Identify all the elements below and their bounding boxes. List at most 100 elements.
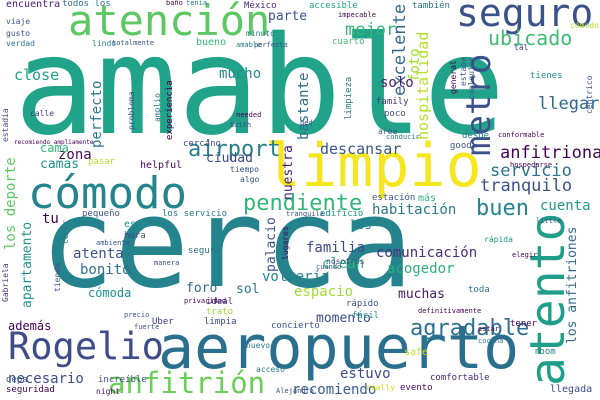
word-pasar: pasar xyxy=(88,157,116,167)
word-palacio: palacio xyxy=(264,217,279,272)
word-mas: más xyxy=(418,193,437,204)
word-bueno: bueno xyxy=(196,37,227,48)
word-tu: tu xyxy=(42,211,59,227)
word-bed: bed xyxy=(300,119,313,127)
word-night: night xyxy=(96,387,121,396)
word-room: room xyxy=(534,347,556,357)
word-cercano: cercano xyxy=(183,139,221,149)
word-bastante: bastante xyxy=(296,72,312,140)
word-acogedor: acogedor xyxy=(387,261,455,277)
word-comer: comer xyxy=(61,219,70,244)
word-comunicacion: comunicación xyxy=(376,245,478,261)
word-tranquilo: tranquilo xyxy=(480,176,573,196)
word-safe: safe xyxy=(404,347,429,358)
word-tienes: tienes xyxy=(530,71,563,81)
word-tenia: tenía xyxy=(186,0,208,7)
word-estadia: estadía xyxy=(1,108,10,142)
word-amable-small: amable xyxy=(236,41,262,49)
word-comfortable: comfortable xyxy=(430,373,490,383)
word-tiempo: tiempo xyxy=(230,165,259,174)
word-family: family xyxy=(376,97,409,107)
word-aeropuerto: aeropuerto xyxy=(158,313,520,383)
word-really: really xyxy=(366,383,395,392)
word-airport: airport xyxy=(188,137,281,162)
word-este: este xyxy=(124,219,149,230)
word-volveria: volvería xyxy=(262,269,330,285)
word-ubicado: ubicado xyxy=(488,26,573,50)
word-good: good xyxy=(450,141,472,151)
word-impecable: impecable xyxy=(338,11,376,19)
word-centrico: céntrico xyxy=(585,75,594,114)
word-general: general xyxy=(449,60,458,94)
word-precio: precio xyxy=(124,311,150,319)
word-accesible: accesible xyxy=(309,1,358,11)
word-buen: buen xyxy=(476,196,529,221)
word-conformable: conformable xyxy=(498,131,545,139)
word-nuestra: nuestra xyxy=(281,145,296,200)
word-limpio: limpio xyxy=(265,131,482,201)
word-anfitriona: anfitriona xyxy=(500,143,600,163)
word-mejor: mejor xyxy=(345,20,397,40)
word-limpieza: limpieza xyxy=(344,76,354,120)
word-encuentra: encuentra xyxy=(6,0,61,10)
word-parte: parte xyxy=(268,9,308,24)
word-helpful: helpful xyxy=(140,160,183,171)
word-perfecta: perfecta xyxy=(254,41,288,49)
word-cuarto: cuarto xyxy=(332,37,365,47)
word-cerca: cerca xyxy=(40,172,414,316)
word-cuando: cuándo xyxy=(316,263,342,271)
word-tal: tal xyxy=(514,43,529,52)
word-manera: manera xyxy=(154,259,180,267)
word-close: close xyxy=(14,66,60,84)
word-toda: toda xyxy=(468,285,490,295)
word-nosotros: nosotros xyxy=(326,257,365,266)
word-muchas: muchas xyxy=(398,287,445,302)
word-little: little xyxy=(536,217,562,225)
word-tranquila: tranquila xyxy=(286,210,324,218)
word-hospitalidad: hospitalidad xyxy=(414,31,432,140)
word-totalmente: totalmente xyxy=(112,39,155,47)
word-tener: tener xyxy=(510,319,538,329)
word-seguridad: seguridad xyxy=(6,385,55,395)
word-calle: calle xyxy=(30,109,55,118)
word-privacidad: privacidad xyxy=(184,297,227,305)
word-trato: trato xyxy=(206,307,234,317)
word-familia: familia xyxy=(306,240,366,256)
word-tambien: también xyxy=(412,1,450,11)
word-solo: solo xyxy=(380,75,414,91)
word-camas: camas xyxy=(40,157,80,172)
word-concierto: concierto xyxy=(271,321,320,331)
word-anfitrion: anfitrión xyxy=(108,366,266,400)
word-rogelio: Rogelio xyxy=(8,325,164,368)
word-llegada: llegada xyxy=(550,384,593,395)
word-necesario: necesario xyxy=(8,371,84,387)
word-rapida: rápida xyxy=(484,235,513,244)
word-apartamento: apartamento xyxy=(20,221,35,308)
word-foro: foro xyxy=(186,281,218,296)
word-ciudad: ciudad xyxy=(206,151,253,166)
word-estacion: estación xyxy=(372,193,416,203)
word-alejandra: Alejandra xyxy=(276,387,314,395)
word-verdad: verdad xyxy=(6,39,35,48)
word-needed: needed xyxy=(236,111,262,119)
word-recomiendo: recomiendo xyxy=(292,382,377,398)
word-lindo: lindo xyxy=(92,39,117,48)
word-ademas: además xyxy=(8,319,52,333)
word-increible: increíble xyxy=(98,375,147,385)
word-fuerte: fuerte xyxy=(134,323,160,331)
word-depa: depa xyxy=(6,375,28,385)
word-poco: poco xyxy=(384,109,406,119)
word-ideal: ideal xyxy=(206,297,234,307)
word-hora: hora xyxy=(124,231,146,241)
word-lugares: lugares xyxy=(281,226,290,260)
word-llegar: llegar xyxy=(538,94,600,114)
word-recomiendo-ampliamente: recomiendo ampliamente xyxy=(14,139,94,146)
word-zona: zona xyxy=(58,147,92,163)
word-uber: Uber xyxy=(152,317,174,327)
word-ambiente: ambiente xyxy=(96,239,130,247)
word-segura: segura xyxy=(188,246,221,256)
word-todos-los: todos los xyxy=(62,0,111,9)
word-viaje: viaje xyxy=(6,17,31,26)
word-cualquier: cualquier xyxy=(467,56,476,100)
